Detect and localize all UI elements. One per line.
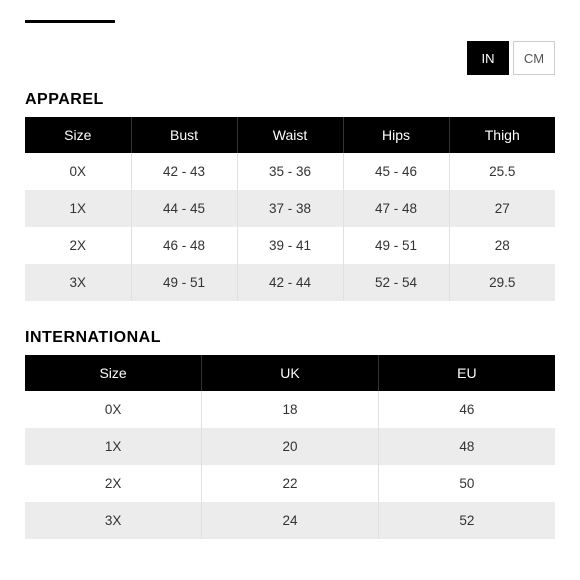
cell: 2X: [25, 227, 131, 264]
international-title: INTERNATIONAL: [25, 329, 555, 347]
cell: 28: [449, 227, 555, 264]
cell: 47 - 48: [343, 190, 449, 227]
table-row: 3X 49 - 51 42 - 44 52 - 54 29.5: [25, 264, 555, 301]
apparel-title: APPAREL: [25, 91, 555, 109]
col-bust: Bust: [131, 117, 237, 153]
table-row: 0X 42 - 43 35 - 36 45 - 46 25.5: [25, 153, 555, 190]
active-tab-indicator: [25, 20, 115, 23]
unit-toggle: IN CM: [25, 41, 555, 75]
cell: 52 - 54: [343, 264, 449, 301]
cell: 46: [378, 391, 555, 428]
col-uk: UK: [202, 355, 379, 391]
cell: 48: [378, 428, 555, 465]
table-header-row: Size Bust Waist Hips Thigh: [25, 117, 555, 153]
table-header-row: Size UK EU: [25, 355, 555, 391]
col-size: Size: [25, 117, 131, 153]
cell: 2X: [25, 465, 202, 502]
cell: 50: [378, 465, 555, 502]
col-eu: EU: [378, 355, 555, 391]
cell: 27: [449, 190, 555, 227]
cell: 25.5: [449, 153, 555, 190]
unit-inches-button[interactable]: IN: [467, 41, 509, 75]
cell: 39 - 41: [237, 227, 343, 264]
col-hips: Hips: [343, 117, 449, 153]
table-row: 0X 18 46: [25, 391, 555, 428]
cell: 3X: [25, 264, 131, 301]
cell: 1X: [25, 428, 202, 465]
cell: 0X: [25, 153, 131, 190]
cell: 24: [202, 502, 379, 539]
cell: 49 - 51: [131, 264, 237, 301]
col-thigh: Thigh: [449, 117, 555, 153]
col-size: Size: [25, 355, 202, 391]
international-table: Size UK EU 0X 18 46 1X 20 48 2X 22 50 3X…: [25, 355, 555, 539]
unit-cm-button[interactable]: CM: [513, 41, 555, 75]
cell: 22: [202, 465, 379, 502]
table-row: 1X 20 48: [25, 428, 555, 465]
table-row: 3X 24 52: [25, 502, 555, 539]
col-waist: Waist: [237, 117, 343, 153]
cell: 52: [378, 502, 555, 539]
cell: 37 - 38: [237, 190, 343, 227]
apparel-table: Size Bust Waist Hips Thigh 0X 42 - 43 35…: [25, 117, 555, 301]
table-row: 2X 22 50: [25, 465, 555, 502]
cell: 1X: [25, 190, 131, 227]
cell: 35 - 36: [237, 153, 343, 190]
cell: 20: [202, 428, 379, 465]
cell: 3X: [25, 502, 202, 539]
cell: 46 - 48: [131, 227, 237, 264]
table-row: 1X 44 - 45 37 - 38 47 - 48 27: [25, 190, 555, 227]
cell: 42 - 44: [237, 264, 343, 301]
cell: 44 - 45: [131, 190, 237, 227]
cell: 45 - 46: [343, 153, 449, 190]
cell: 18: [202, 391, 379, 428]
cell: 29.5: [449, 264, 555, 301]
cell: 0X: [25, 391, 202, 428]
cell: 49 - 51: [343, 227, 449, 264]
cell: 42 - 43: [131, 153, 237, 190]
table-row: 2X 46 - 48 39 - 41 49 - 51 28: [25, 227, 555, 264]
